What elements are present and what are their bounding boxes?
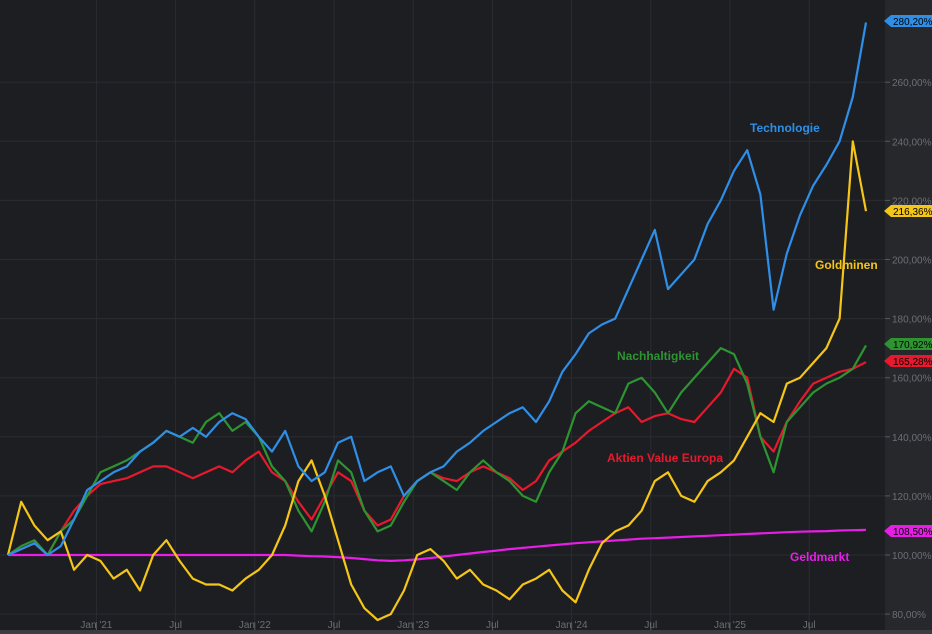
series-annotation: Aktien Value Europa xyxy=(607,451,723,465)
last-value-label: 170,92% xyxy=(893,340,932,351)
series-line-aktien-value-europa xyxy=(7,361,867,557)
y-tick-label: 100,00% xyxy=(892,551,932,562)
last-value-label: 280,20% xyxy=(893,17,932,28)
x-tick-label: Jul xyxy=(486,620,499,631)
x-tick-label: Jul xyxy=(644,620,657,631)
last-value-badges: 108,50% 165,28% 170,92% 216,36% 280,20% xyxy=(884,15,932,538)
x-tick-label: Jan '22 xyxy=(239,620,271,631)
series-line-geldmarkt xyxy=(8,528,867,563)
last-value-label: 216,36% xyxy=(893,207,932,218)
y-axis: 80,00% 100,00% 120,00% 140,00% 160,00% 180,00… xyxy=(885,78,932,621)
y-tick-label: 220,00% xyxy=(892,196,932,207)
last-value-badge xyxy=(884,355,932,367)
last-value-label: 165,28% xyxy=(893,357,932,368)
x-tick-label: Jan '25 xyxy=(714,620,746,631)
series-labels: Technologie Goldminen Nachhaltigkeit Aktien… xyxy=(607,121,878,564)
series-annotation: Nachhaltigkeit xyxy=(617,349,699,363)
y-tick-label: 160,00% xyxy=(892,374,932,385)
series-line-goldminen xyxy=(6,140,868,622)
last-value-badge xyxy=(884,525,932,537)
y-tick-label: 240,00% xyxy=(892,137,932,148)
x-tick-label: Jul xyxy=(803,620,816,631)
y-tick-label: 200,00% xyxy=(892,256,932,267)
y-tick-label: 80,00% xyxy=(892,610,926,621)
x-tick-label: Jan '23 xyxy=(397,620,429,631)
x-tick-label: Jan '24 xyxy=(556,620,588,631)
grid xyxy=(0,0,885,630)
x-axis: Jan '21 Jul Jan '22 Jul Jan '23 Jul Jan '24 Jul… xyxy=(80,620,815,631)
series-line-technologie xyxy=(7,22,868,557)
last-value-label: 108,50% xyxy=(893,527,932,538)
plot-background xyxy=(0,0,885,630)
last-value-badge xyxy=(884,15,932,27)
last-value-badge xyxy=(884,205,932,217)
x-tick-label: Jul xyxy=(328,620,341,631)
y-tick-label: 260,00% xyxy=(892,78,932,89)
last-value-badge xyxy=(884,338,932,350)
y-tick-label: 120,00% xyxy=(892,492,932,503)
x-tick-label: Jul xyxy=(169,620,182,631)
series-annotation: Geldmarkt xyxy=(790,550,849,564)
series-lines xyxy=(6,22,868,622)
series-annotation: Technologie xyxy=(750,121,820,135)
bottom-border xyxy=(0,630,932,634)
y-tick-label: 180,00% xyxy=(892,315,932,326)
series-annotation: Goldminen xyxy=(815,258,878,272)
x-tick-label: Jan '21 xyxy=(80,620,112,631)
y-tick-label: 140,00% xyxy=(892,433,932,444)
